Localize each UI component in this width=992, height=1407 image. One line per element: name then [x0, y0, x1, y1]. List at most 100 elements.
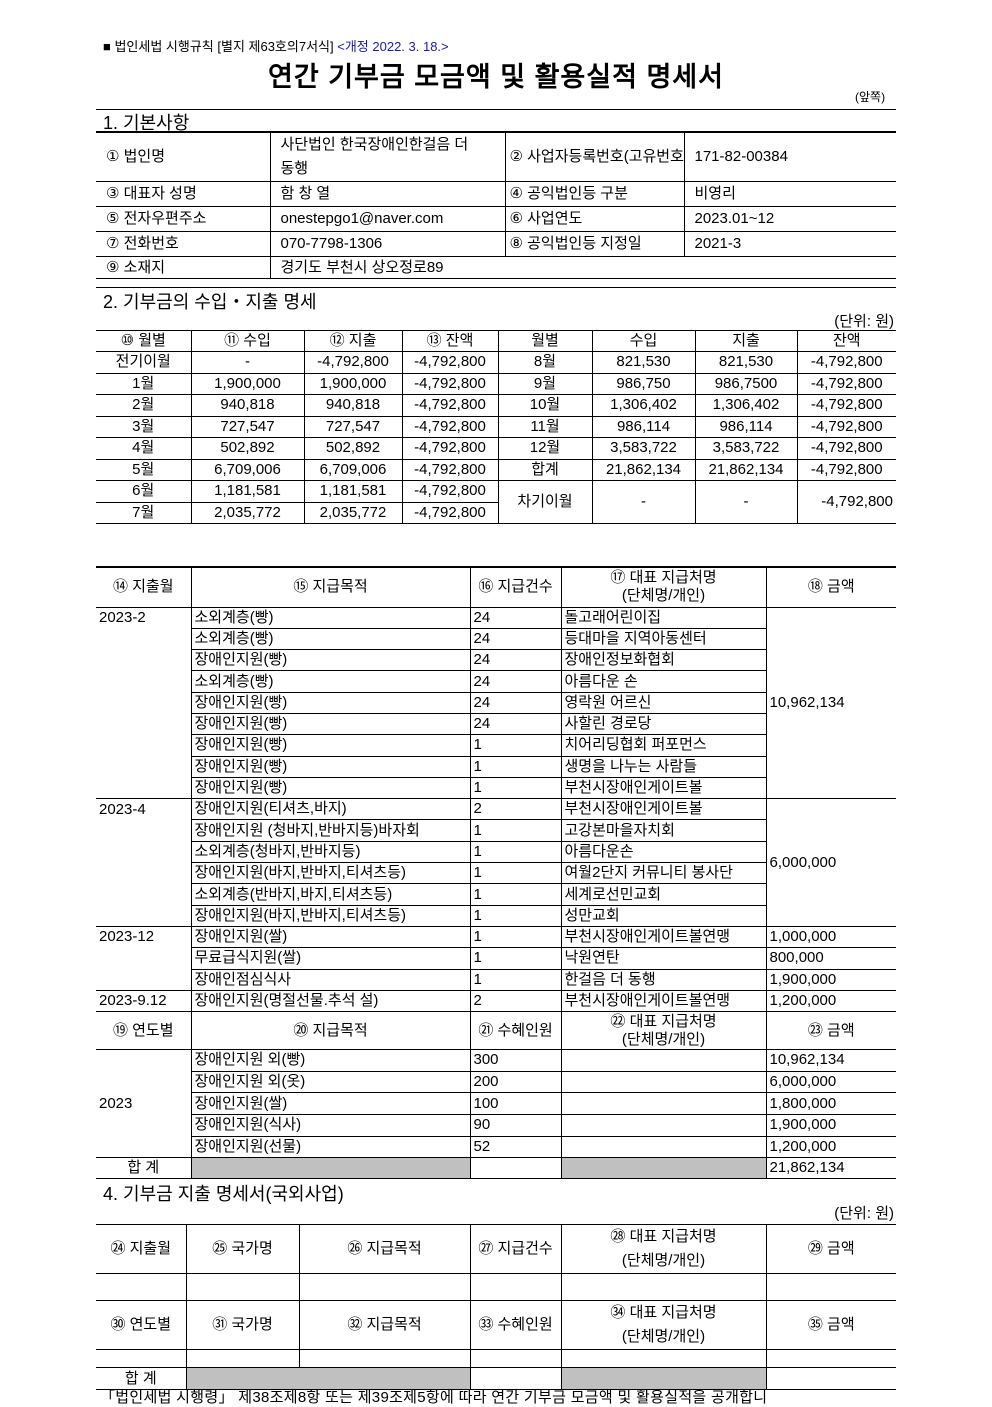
amount-cell: 940,818: [190, 394, 305, 417]
expenditure-row: 2023-2 소외계층(빵) 24 돌고래어린이집 10,962,134: [96, 606, 896, 800]
recipient-cell: 부천시장애인게이트볼연맹: [560, 989, 767, 1013]
column-header: ㉘ 대표 지급처명 (단체명/개인): [560, 1224, 767, 1274]
column-header: ㉕ 국가명: [185, 1224, 300, 1274]
amount-cell: -4,792,800: [796, 480, 896, 524]
basic-info-table: ① 법인명 사단법인 한국장애인한걸음 더동행 ② 사업자등록번호(고유번호) 171…: [96, 132, 896, 279]
amount-cell: -4,792,800: [796, 437, 896, 460]
month-cell: 2023-9.12: [96, 989, 192, 1013]
amount-cell: 6,709,006: [190, 458, 305, 481]
amount-cell: -4,792,800: [796, 394, 896, 417]
amount-cell: -4,792,800: [401, 372, 499, 395]
income-expense-row: 4월 502,892 502,892 -4,792,800 12월 3,583,722 3,…: [96, 437, 896, 460]
amount-cell: 1,181,581: [190, 480, 305, 503]
count-cell: 24: [469, 712, 562, 736]
purpose-cell: 장애인지원 외(옷): [191, 1070, 471, 1094]
amount-cell: 6,000,000: [765, 1070, 896, 1094]
amount-cell: -4,792,800: [796, 415, 896, 438]
purpose-cell: 장애인지원(빵): [190, 755, 471, 778]
count-cell: 1: [469, 755, 562, 778]
purpose-cell: 장애인지원(빵): [190, 691, 471, 714]
annual-row: 장애인지원(쌀) 100 1,800,000: [96, 1092, 896, 1115]
recipient-cell: 세계로선민교회: [560, 883, 766, 906]
empty-cell: [469, 1273, 562, 1301]
field-label: ⑦ 전화번호: [96, 231, 271, 257]
recipient-cell: [560, 1092, 767, 1115]
income-expense-row: 전기이월 - -4,792,800 -4,792,800 8월 821,530 821,53…: [96, 351, 896, 374]
field-label: ⑤ 전자우편주소: [96, 206, 271, 232]
month-cell: [96, 862, 192, 884]
month-cell: [96, 713, 192, 735]
column-header: ㉑ 수혜인원: [469, 1011, 562, 1051]
column-header: ⑲ 연도별: [96, 1011, 192, 1051]
annual-row: 장애인지원(식사) 90 1,900,000: [96, 1113, 896, 1137]
field-value: onestepgo1@naver.com: [269, 206, 506, 232]
empty-cell: [298, 1273, 471, 1301]
beneficiaries-cell: 90: [469, 1113, 562, 1137]
count-cell: 24: [469, 691, 562, 714]
amount-cell: -4,792,800: [796, 351, 896, 374]
column-header: ㉔ 지출월: [96, 1224, 187, 1274]
field-value: 2023.01~12: [683, 206, 896, 232]
month-cell: [96, 969, 192, 991]
header-row: ㉚ 연도별 ㉛ 국가명 ㉜ 지급목적 ㉝ 수혜인원 ㉞ 대표 지급처명 (단체명/개인)…: [96, 1300, 896, 1350]
month-cell: [96, 841, 192, 863]
empty-cell: [298, 1349, 471, 1368]
purpose-cell: 장애인지원(티셔츠,바지): [190, 798, 471, 821]
count-cell: 1: [469, 862, 562, 885]
month-cell: [96, 756, 192, 778]
amount-cell: 986,114: [694, 415, 798, 438]
count-cell: 1: [469, 925, 562, 949]
recipient-cell: 등대마을 지역아동센터: [560, 627, 766, 651]
unit-label: (단위: 원): [834, 313, 894, 330]
column-header: ⑪ 수입: [190, 330, 305, 352]
section4-title: 4. 기부금 지출 명세서(국외사업): [103, 1184, 344, 1204]
field-label: ④ 공익법인등 구분: [504, 181, 685, 207]
month-label: 전기이월: [96, 351, 192, 374]
count-cell: 2: [469, 989, 562, 1013]
amount-cell: 986,7500: [694, 372, 798, 395]
purpose-cell: 소외계층(빵): [190, 670, 471, 693]
expenditure-row: 장애인지원(빵) 1 치어리딩협회 퍼포먼스: [96, 734, 896, 757]
count-cell: 1: [469, 734, 562, 757]
field-label: ① 법인명: [96, 132, 271, 182]
annual-row: 장애인지원(선물) 52 1,200,000: [96, 1135, 896, 1159]
expenditure-row: 2023-12 장애인지원(쌀) 1 부천시장애인게이트볼연맹 1,000,000: [96, 925, 896, 949]
column-header: ⑬ 잔액: [401, 330, 499, 352]
empty-cell: [185, 1349, 300, 1368]
recipient-cell: 한걸음 더 동행: [560, 968, 767, 991]
count-cell: 1: [469, 819, 562, 842]
recipient-cell: 장애인정보화협회: [560, 649, 766, 672]
amount-cell: 986,750: [591, 372, 696, 395]
purpose-cell: 장애인지원(빵): [190, 649, 471, 672]
field-value: 사단법인 한국장애인한걸음 더동행: [269, 132, 506, 182]
column-header: ⑫ 지출: [303, 330, 403, 352]
recipient-cell: 부천시장애인게이트볼연맹: [560, 925, 767, 949]
column-header: ㉒ 대표 지급처명 (단체명/개인): [560, 1011, 767, 1051]
empty-cell: [560, 1273, 767, 1301]
basic-info-row: ⑤ 전자우편주소 onestepgo1@naver.com ⑥ 사업연도 2023.0…: [96, 206, 896, 232]
column-header: ㉞ 대표 지급처명 (단체명/개인): [560, 1300, 767, 1350]
purpose-cell: 장애인지원(빵): [190, 734, 471, 757]
total-label: 합 계: [96, 1367, 187, 1390]
shaded-cell: [190, 1157, 471, 1180]
month-label: 2월: [96, 394, 192, 417]
header-row: ⑲ 연도별 ⑳ 지급목적 ㉑ 수혜인원 ㉒ 대표 지급처명 (단체명/개인) ㉓ 금액: [96, 1011, 896, 1051]
amount-cell: 21,862,134: [694, 458, 798, 481]
amount-cell: 502,892: [190, 437, 305, 460]
amount-cell: 821,530: [694, 351, 798, 374]
basic-info-row: ⑦ 전화번호 070-7798-1306 ⑧ 공익법인등 지정일 2021-3: [96, 231, 896, 257]
empty-row: [96, 1273, 896, 1301]
amount-cell: -4,792,800: [796, 372, 896, 395]
field-label: ⑨ 소재지: [96, 256, 271, 279]
recipient-cell: 돌고래어린이집: [560, 606, 767, 629]
count-cell: 1: [469, 947, 562, 970]
amount-cell: -4,792,800: [796, 458, 896, 481]
income-expense-row: 1월 1,900,000 1,900,000 -4,792,800 9월 986,750 9…: [96, 372, 896, 395]
amount-cell: -: [694, 480, 798, 524]
purpose-cell: 무료급식지원(쌀): [190, 947, 471, 970]
empty-row: [96, 1349, 896, 1368]
month-cell: [96, 692, 192, 714]
field-value: 경기도 부천시 상오정로89: [269, 256, 896, 279]
column-header: ㉗ 지급건수: [469, 1224, 562, 1274]
column-header: ㉜ 지급목적: [298, 1300, 471, 1350]
